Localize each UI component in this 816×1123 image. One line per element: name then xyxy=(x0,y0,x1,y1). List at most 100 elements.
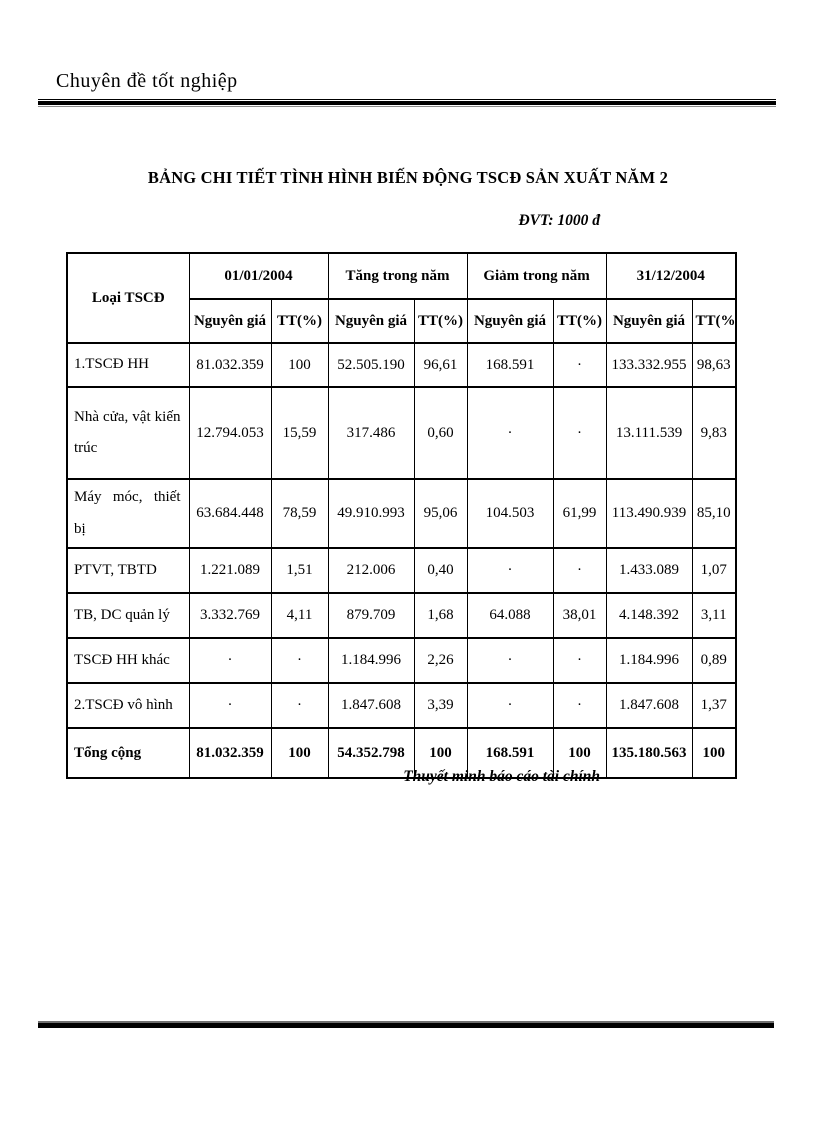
cell: · xyxy=(552,342,607,388)
group-header-0101: 01/01/2004 xyxy=(188,252,329,300)
cell: · xyxy=(466,386,554,480)
table-header-sub-row: Nguyên giá TT(%) Nguyên giá TT(%) Nguyên… xyxy=(67,298,737,344)
cell: 49.910.993 xyxy=(327,478,415,549)
row-label: Máy móc, thiết bị xyxy=(66,478,190,549)
header-rule-thin-line xyxy=(38,99,776,100)
cell: · xyxy=(552,637,607,684)
cell: · xyxy=(552,547,607,594)
cell: 212.006 xyxy=(327,547,415,594)
cell: 96,61 xyxy=(413,342,468,388)
subheader: TT(%) xyxy=(413,298,468,344)
cell: 98,63 xyxy=(691,342,737,388)
row-label: PTVT, TBTD xyxy=(66,547,190,594)
cell: 1.433.089 xyxy=(605,547,693,594)
footer-rule-thick-line xyxy=(38,1023,774,1028)
table-row: 1.TSCĐ HH 81.032.359 100 52.505.190 96,6… xyxy=(66,342,737,388)
cell: 135.180.563 xyxy=(605,727,693,779)
cell: 133.332.955 xyxy=(605,342,693,388)
cell: 61,99 xyxy=(552,478,607,549)
cell: 52.505.190 xyxy=(327,342,415,388)
cell: 113.490.939 xyxy=(605,478,693,549)
cell: 9,83 xyxy=(691,386,737,480)
row-label: 1.TSCĐ HH xyxy=(66,342,190,388)
cell: 1.847.608 xyxy=(605,682,693,729)
cell: 3,39 xyxy=(413,682,468,729)
cell: · xyxy=(466,547,554,594)
group-header-3112: 31/12/2004 xyxy=(605,252,737,300)
cell: 100 xyxy=(413,727,468,779)
cell: 12.794.053 xyxy=(188,386,272,480)
cell: 54.352.798 xyxy=(327,727,415,779)
table-row: 2.TSCĐ vô hình · · 1.847.608 3,39 · · 1.… xyxy=(66,682,737,729)
cell: 879.709 xyxy=(327,592,415,639)
row-label: TSCĐ HH khác xyxy=(66,637,190,684)
table-row: PTVT, TBTD 1.221.089 1,51 212.006 0,40 ·… xyxy=(66,547,737,594)
tscd-table: Loại TSCĐ 01/01/2004 Tăng trong năm Giảm… xyxy=(66,252,738,779)
running-header: Chuyên đề tốt nghiệp xyxy=(56,70,238,92)
cell: 1,07 xyxy=(691,547,737,594)
subheader: TT(%) xyxy=(270,298,329,344)
table-row: Nhà cửa, vật kiến trúc 12.794.053 15,59 … xyxy=(66,386,737,480)
table-row: Máy móc, thiết bị 63.684.448 78,59 49.91… xyxy=(66,478,737,549)
header-rule xyxy=(38,99,776,107)
cell: 3.332.769 xyxy=(188,592,272,639)
cell: 78,59 xyxy=(270,478,329,549)
subheader: Nguyên giá xyxy=(466,298,554,344)
cell: 63.684.448 xyxy=(188,478,272,549)
header-rule-thick-line xyxy=(38,101,776,105)
row-label: Tổng cộng xyxy=(66,727,190,779)
cell: 100 xyxy=(552,727,607,779)
row-label: Nhà cửa, vật kiến trúc xyxy=(66,386,190,480)
cell: 168.591 xyxy=(466,727,554,779)
cell: · xyxy=(552,386,607,480)
subheader: Nguyên giá xyxy=(605,298,693,344)
subheader: Nguyên giá xyxy=(188,298,272,344)
cell: 1.847.608 xyxy=(327,682,415,729)
page-title: BẢNG CHI TIẾT TÌNH HÌNH BIẾN ĐỘNG TSCĐ S… xyxy=(147,168,669,187)
cell: 100 xyxy=(691,727,737,779)
cell: 4.148.392 xyxy=(605,592,693,639)
cell: · xyxy=(188,682,272,729)
group-header-decrease: Giảm trong năm xyxy=(466,252,607,300)
row-label: TB, DC quản lý xyxy=(66,592,190,639)
cell: 81.032.359 xyxy=(188,342,272,388)
cell: 1.221.089 xyxy=(188,547,272,594)
cell: 2,26 xyxy=(413,637,468,684)
footer-rule-gray-line xyxy=(38,1021,774,1023)
footer-rule xyxy=(38,1021,774,1028)
footer-note: Thuyết minh báo cáo tài chính xyxy=(403,768,600,785)
cell: 1,37 xyxy=(691,682,737,729)
cell: 85,10 xyxy=(691,478,737,549)
header-rule-gray-line xyxy=(38,106,776,107)
cell: 100 xyxy=(270,342,329,388)
cell: 1,51 xyxy=(270,547,329,594)
unit-label: ĐVT: 1000 đ xyxy=(518,212,600,229)
cell: 0,60 xyxy=(413,386,468,480)
cell: · xyxy=(552,682,607,729)
cell: 64.088 xyxy=(466,592,554,639)
cell: · xyxy=(270,682,329,729)
cell: 1.184.996 xyxy=(605,637,693,684)
group-header-increase: Tăng trong năm xyxy=(327,252,468,300)
subheader: TT(%) xyxy=(691,298,737,344)
cell: 1.184.996 xyxy=(327,637,415,684)
cell: 38,01 xyxy=(552,592,607,639)
table-row-total: Tổng cộng 81.032.359 100 54.352.798 100 … xyxy=(66,727,737,779)
cell: 0,89 xyxy=(691,637,737,684)
corner-header: Loại TSCĐ xyxy=(66,252,190,344)
subheader: Nguyên giá xyxy=(327,298,415,344)
cell: 95,06 xyxy=(413,478,468,549)
table-row: TB, DC quản lý 3.332.769 4,11 879.709 1,… xyxy=(66,592,737,639)
cell: 3,11 xyxy=(691,592,737,639)
cell: · xyxy=(466,637,554,684)
cell: 317.486 xyxy=(327,386,415,480)
cell: 104.503 xyxy=(466,478,554,549)
table-row: TSCĐ HH khác · · 1.184.996 2,26 · · 1.18… xyxy=(66,637,737,684)
table-header-group-row: Loại TSCĐ 01/01/2004 Tăng trong năm Giảm… xyxy=(66,252,737,344)
cell: 168.591 xyxy=(466,342,554,388)
row-label: 2.TSCĐ vô hình xyxy=(66,682,190,729)
cell: · xyxy=(270,637,329,684)
cell: 15,59 xyxy=(270,386,329,480)
subheader: TT(%) xyxy=(552,298,607,344)
cell: 4,11 xyxy=(270,592,329,639)
